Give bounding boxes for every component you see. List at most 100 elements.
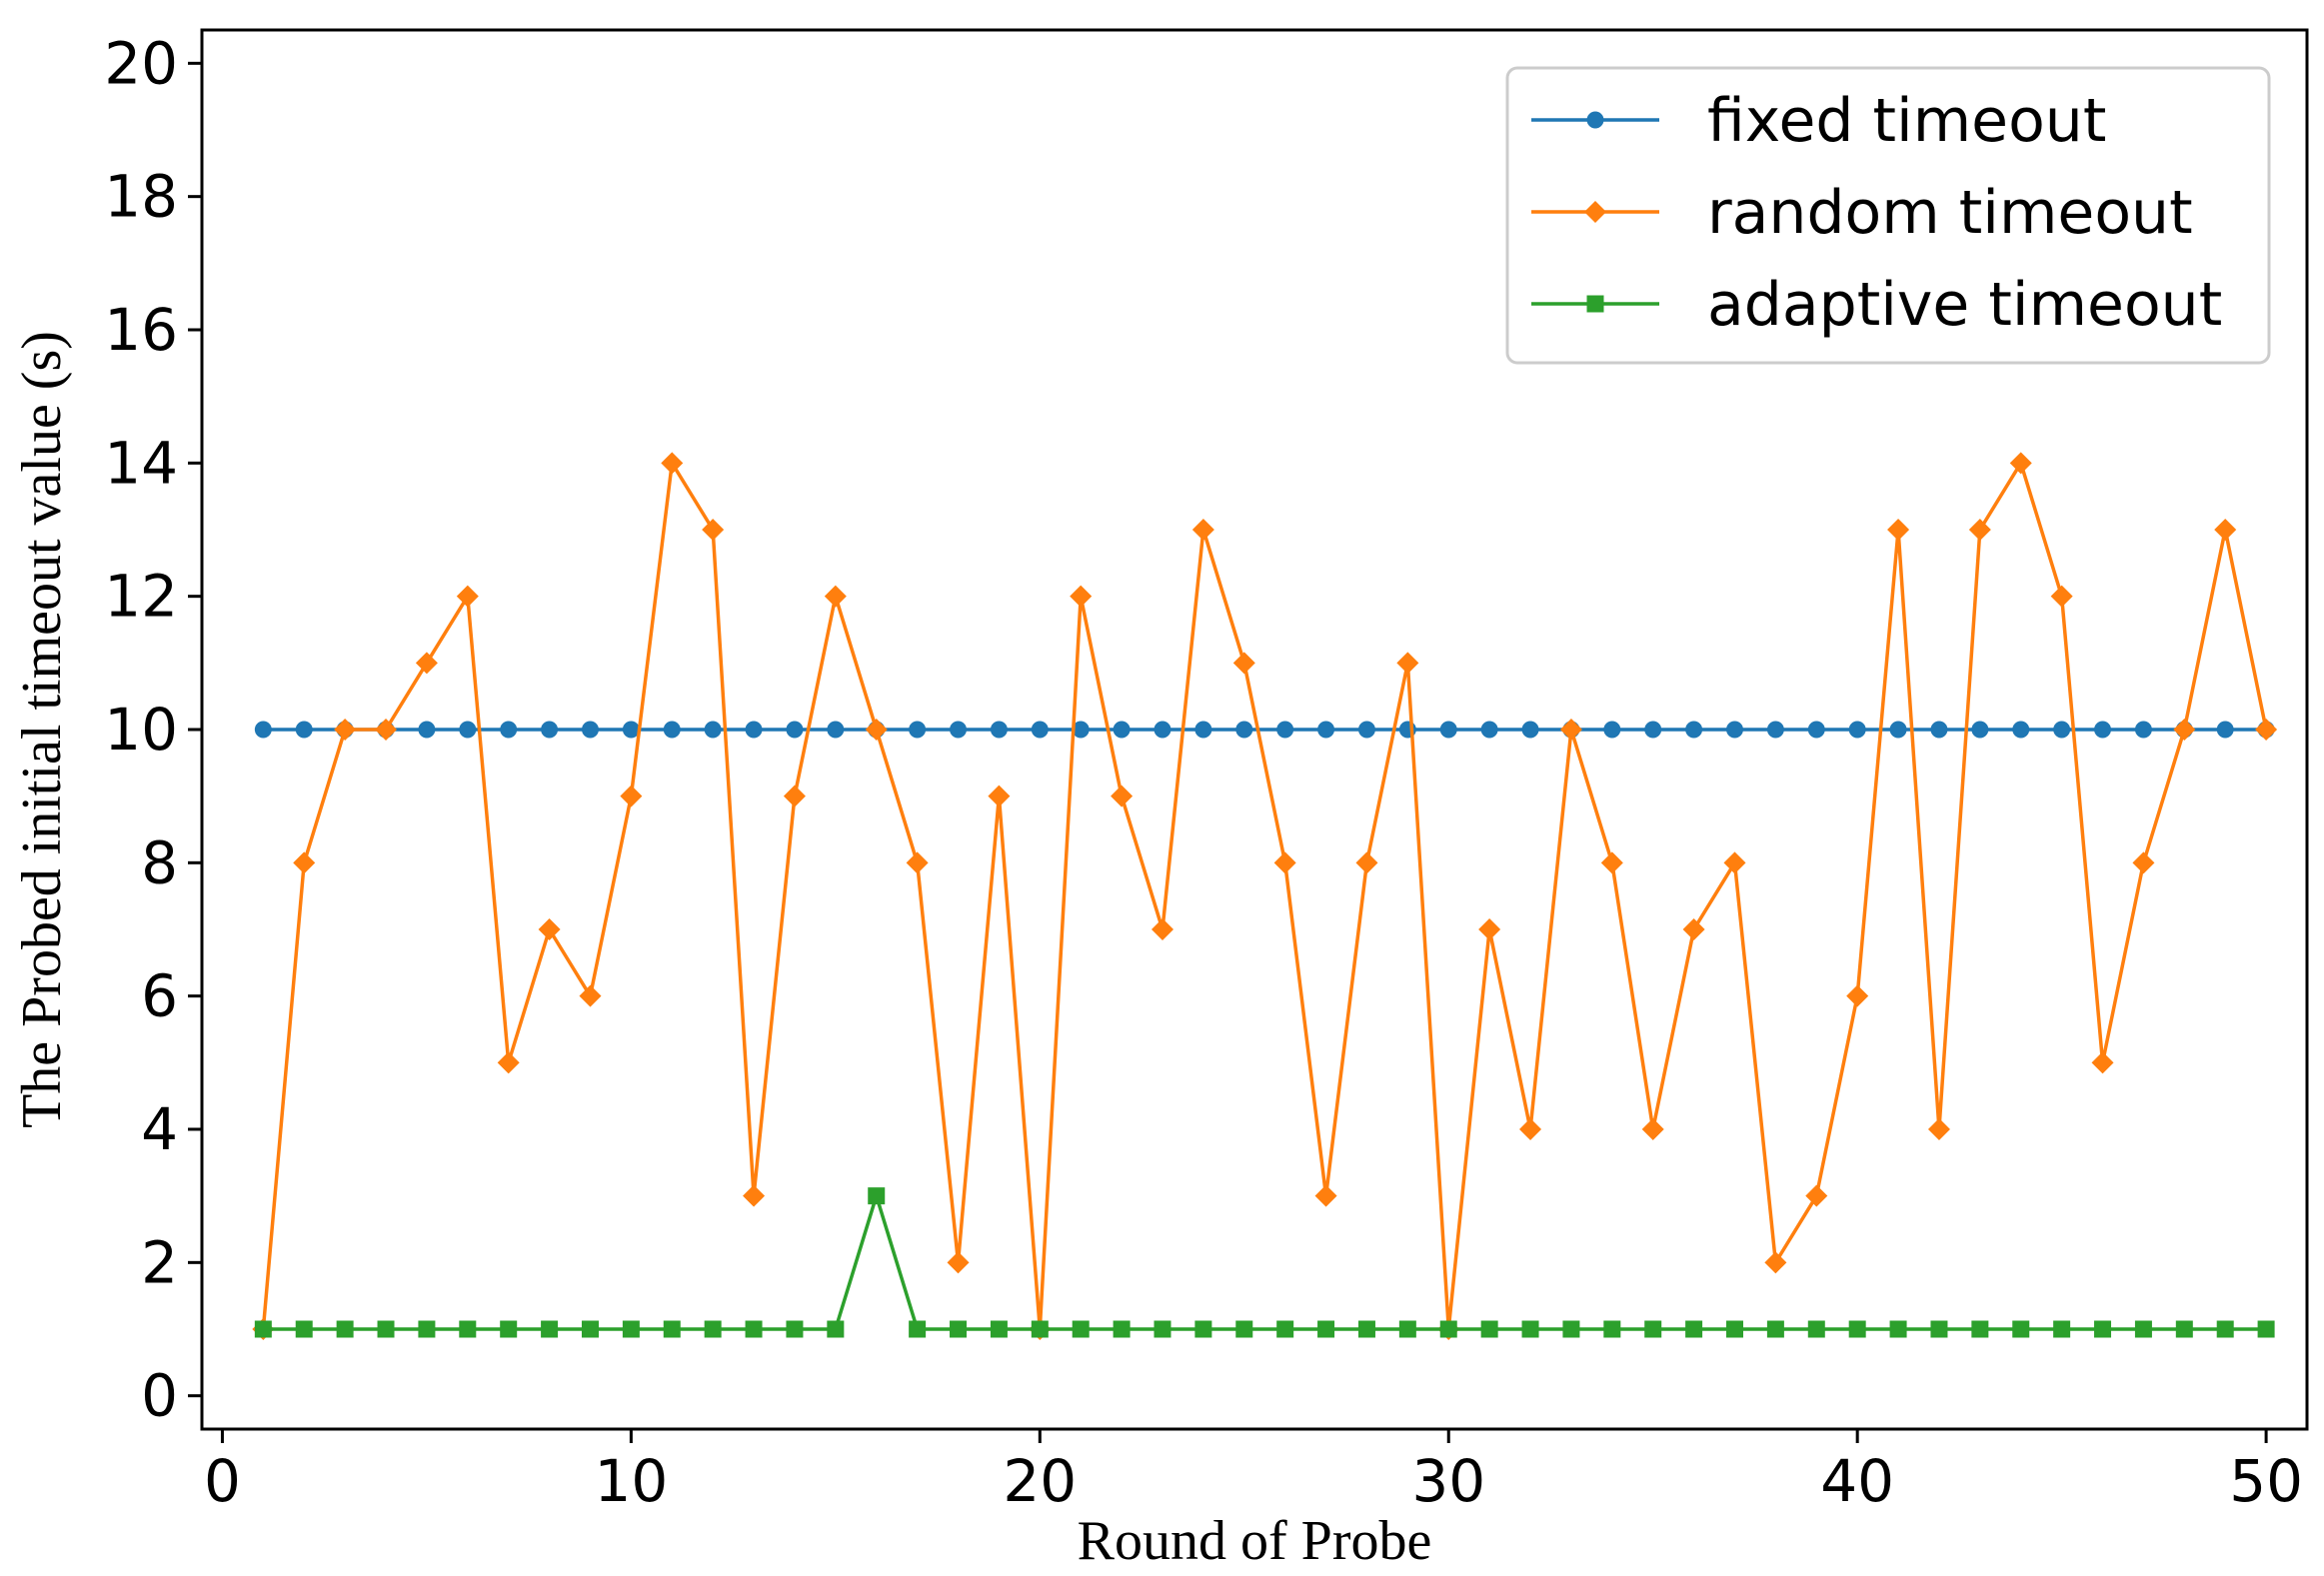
data-point <box>2216 1320 2234 1338</box>
x-tick-label: 50 <box>2229 1447 2303 1515</box>
data-point <box>418 1320 436 1338</box>
data-point <box>702 519 725 541</box>
data-point <box>950 1320 968 1338</box>
data-point <box>1072 721 1090 739</box>
data-point <box>2257 1320 2275 1338</box>
data-point <box>1521 1320 1539 1338</box>
y-axis: 0 2 4 6 8 10 12 14 16 18 20 <box>104 29 202 1430</box>
data-point <box>988 785 1011 807</box>
data-point <box>1113 1320 1131 1338</box>
legend-item: random timeout <box>1531 178 2193 248</box>
series-adaptive-timeout <box>254 1187 2275 1338</box>
data-point <box>254 721 272 739</box>
data-point <box>375 719 398 741</box>
data-point <box>1070 585 1093 608</box>
data-point <box>1154 1320 1171 1338</box>
y-tick-label: 0 <box>141 1362 178 1430</box>
data-point <box>459 1320 477 1338</box>
data-point <box>418 721 436 739</box>
data-point <box>1644 1320 1662 1338</box>
series-fixed-timeout <box>254 721 2275 739</box>
data-point <box>786 1320 804 1338</box>
data-point <box>1971 1320 1989 1338</box>
data-point <box>1521 721 1539 739</box>
data-point <box>1276 1320 1294 1338</box>
data-point <box>295 721 313 739</box>
data-point <box>1439 721 1457 739</box>
data-point <box>497 1051 520 1074</box>
data-point <box>1480 721 1498 739</box>
data-point <box>786 721 804 739</box>
data-point <box>1235 1320 1253 1338</box>
data-point <box>2012 721 2030 739</box>
data-point <box>581 721 599 739</box>
plot-area <box>252 452 2278 1340</box>
legend: fixed timeout random timeout adaptive time… <box>1505 66 2271 365</box>
data-point <box>1971 721 1989 739</box>
data-point <box>2094 721 2112 739</box>
data-point <box>293 851 316 874</box>
data-point <box>1807 1320 1825 1338</box>
y-tick-label: 4 <box>141 1095 178 1163</box>
data-point <box>1478 918 1501 940</box>
legend-marker <box>1586 111 1604 129</box>
series-line <box>261 461 2268 1331</box>
data-point <box>1641 1118 1664 1140</box>
data-point <box>541 1320 559 1338</box>
data-point <box>541 721 559 739</box>
data-point <box>581 1320 599 1338</box>
data-point <box>2132 851 2155 874</box>
data-point <box>2012 1320 2030 1338</box>
data-point <box>500 1320 518 1338</box>
data-point <box>990 1320 1008 1338</box>
data-point <box>1600 851 1623 874</box>
x-tick-label: 40 <box>1820 1447 1894 1515</box>
data-point <box>743 1184 766 1207</box>
data-point <box>254 1320 272 1338</box>
data-point <box>1723 851 1746 874</box>
y-tick-label: 14 <box>104 429 178 497</box>
data-point <box>1357 1320 1375 1338</box>
data-point <box>1151 918 1173 940</box>
data-point <box>2009 452 2032 475</box>
data-point <box>1314 1184 1337 1207</box>
data-point <box>868 1187 886 1205</box>
data-point <box>1072 1320 1090 1338</box>
legend-box <box>1505 66 2271 365</box>
data-point <box>1807 721 1825 739</box>
data-point <box>1764 1251 1787 1274</box>
data-point <box>1232 652 1255 675</box>
data-point <box>947 1251 970 1274</box>
data-point <box>827 1320 845 1338</box>
data-point <box>2053 1320 2071 1338</box>
data-point <box>2134 721 2152 739</box>
data-point <box>990 721 1008 739</box>
data-point <box>459 721 477 739</box>
data-point <box>1194 1320 1212 1338</box>
data-point <box>1603 721 1621 739</box>
data-point <box>1685 1320 1703 1338</box>
data-point <box>500 721 518 739</box>
series-random-timeout <box>252 452 2278 1340</box>
data-point <box>1644 721 1662 739</box>
data-point <box>1031 1320 1049 1338</box>
data-point <box>1559 719 1582 741</box>
data-point <box>2216 721 2234 739</box>
data-point <box>1519 1118 1542 1140</box>
y-tick-label: 6 <box>141 962 178 1030</box>
data-point <box>1766 1320 1784 1338</box>
data-point <box>1191 519 1214 541</box>
data-point <box>1317 1320 1335 1338</box>
data-point <box>909 721 927 739</box>
y-tick-label: 16 <box>104 296 178 364</box>
data-point <box>1031 721 1049 739</box>
data-point <box>1562 1320 1580 1338</box>
data-point <box>1113 721 1131 739</box>
data-point <box>579 984 602 1007</box>
x-tick-label: 20 <box>1003 1447 1077 1515</box>
legend-label: fixed timeout <box>1707 86 2106 156</box>
data-point <box>704 1320 722 1338</box>
data-point <box>1480 1320 1498 1338</box>
data-point <box>745 1320 763 1338</box>
